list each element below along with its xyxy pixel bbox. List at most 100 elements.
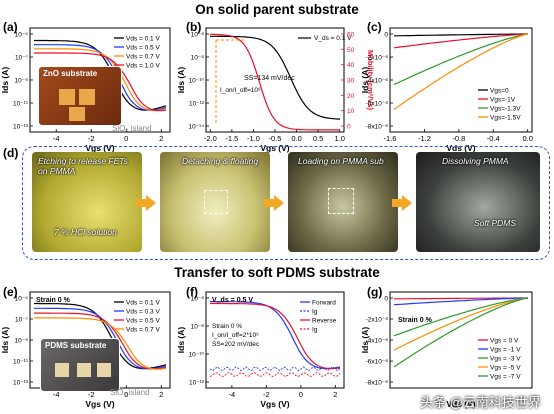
zno-substrate-photo: ZnO substrate	[38, 66, 122, 126]
detaching-caption: Detaching & floating	[182, 156, 259, 166]
legend-label-g: Vgs = -1 V	[490, 347, 521, 354]
dissolving-caption: Dissolving PMMA	[442, 156, 509, 166]
y2-tick-label-b: 0	[347, 124, 351, 131]
y-tick-label-a: 10⁻⁹	[15, 78, 29, 85]
legend-label-f: Ig	[312, 309, 318, 316]
x-tick-label-c: -1.2	[418, 134, 431, 143]
x-tick-label-f: 0	[299, 390, 303, 399]
x-tick-label-b: -1.0	[247, 134, 260, 143]
legend-label-g: Vgs = 0 V	[490, 338, 519, 345]
forward-curve-f	[210, 301, 341, 370]
series-line-c-0	[394, 33, 528, 37]
legend-label-b: V_ds = 0.1 V	[314, 35, 352, 42]
process-flow-box	[22, 146, 550, 260]
y-tick-label-b: 10⁻¹²	[189, 101, 205, 108]
annotation-f: Strain 0 %	[212, 323, 242, 330]
x-tick-label-b: -2.0	[204, 134, 217, 143]
y-tick-label-g: -6x10⁻⁶	[366, 359, 389, 366]
legend-label-c: Vgs=0	[490, 88, 509, 95]
chip-square	[79, 89, 95, 105]
x-axis-label-f: Vgs (V)	[260, 399, 289, 409]
flow-arrow-2	[264, 195, 284, 211]
y-axis-label-b: Ids (A)	[176, 67, 186, 94]
panel-label-d: (d)	[3, 146, 19, 160]
x-tick-label-f: -2	[263, 390, 270, 399]
y-tick-label-f: 10⁻¹²	[189, 380, 205, 387]
panel-label-a: (a)	[3, 20, 18, 34]
y-tick-label-a: 10⁻⁷	[15, 55, 29, 62]
y2-tick-label-b: 40	[347, 62, 355, 69]
y-tick-label-f: 10⁻⁶	[191, 296, 205, 303]
panel-label-f: (f)	[186, 285, 198, 299]
y-tick-label-c: -6x10⁻⁶	[366, 101, 389, 108]
annotation-b: SS=134 mV/dec	[244, 75, 295, 82]
loading-caption: Loading on PMMA sub	[298, 156, 384, 166]
strain-note-g: Strain 0 %	[398, 317, 433, 324]
series-line-e-3	[34, 317, 167, 370]
strain-note-e: Strain 0 %	[36, 297, 71, 304]
y-axis-label-e: Ids (A)	[0, 327, 10, 354]
flow-arrow-3	[392, 195, 412, 211]
etching-caption: Etching to release FETs on PMMA	[38, 156, 128, 176]
ig-reverse-f	[209, 372, 341, 378]
x-tick-label-e: 2	[159, 390, 163, 399]
legend-label-c: Vgs=-1.5V	[490, 115, 521, 122]
pdms-substrate-photo: PDMS substrate	[40, 338, 120, 392]
y-tick-label-f: 10⁻¹⁰	[189, 352, 205, 359]
y2-tick-label-b: 60	[347, 32, 355, 39]
y-tick-label-a: 10⁻⁵	[15, 32, 29, 39]
annotation-b: I_on/I_off=10⁶	[220, 87, 261, 94]
x-tick-label-b: 0.0	[291, 134, 301, 143]
x-tick-label-c: -0.4	[487, 134, 500, 143]
x-tick-label-a: 2	[159, 134, 163, 143]
legend-label-f: Reverse	[312, 318, 337, 325]
series-line-a-1	[34, 44, 167, 111]
y2-tick-label-b: 50	[347, 47, 355, 54]
flow-arrow-1	[136, 195, 156, 211]
y-tick-label-e: 10⁻⁵	[15, 296, 29, 303]
x-tick-label-c: 0.0	[522, 134, 532, 143]
y-tick-label-c: -4x10⁻⁶	[366, 78, 389, 85]
x-tick-label-b: 1.0	[334, 134, 344, 143]
series-line-c-2	[393, 33, 529, 86]
x-axis-label-a: Vgs (V)	[85, 143, 114, 153]
annotation-f: SS=202 mV/dec	[212, 341, 260, 348]
y-tick-label-g: -2x10⁻⁶	[366, 317, 389, 324]
series-line-e-2	[34, 312, 167, 370]
y-tick-label-g: 0	[384, 296, 388, 303]
y-tick-label-b: 10⁻¹⁴	[188, 124, 204, 131]
x-axis-label-g: Vds (V)	[446, 399, 475, 409]
panel-label-b: (b)	[186, 20, 202, 34]
hcl-solution-label: 7 % HCl solution	[54, 227, 117, 237]
y2-axis-label-b: Mobility (cm²/Vs)	[366, 50, 375, 111]
legend-label-f: Ig	[312, 327, 318, 334]
ig-forward-f	[209, 366, 341, 372]
x-tick-label-c: -1.6	[384, 134, 397, 143]
chip-square	[59, 89, 75, 105]
legend-label-a: Vds = 0.1 V	[126, 36, 160, 43]
y-tick-label-a: 10⁻¹³	[13, 124, 29, 131]
y2-tick-label-b: 30	[347, 78, 355, 85]
y-tick-label-e: 10⁻⁹	[15, 338, 29, 345]
plot-frame-f	[205, 291, 345, 389]
series-line-g-2	[393, 297, 529, 337]
mobility-curve-b	[209, 33, 340, 131]
x-tick-label-f: -4	[229, 390, 236, 399]
highlight-box	[204, 190, 228, 214]
y-tick-label-g: -8x10⁻⁶	[366, 380, 389, 387]
chip-square	[69, 107, 85, 121]
series-line-g-4	[393, 297, 529, 368]
sio2-island-label-a: SiO₂ island	[112, 124, 152, 133]
x-tick-label-b: -1.5	[225, 134, 238, 143]
panel-label-g: (g)	[367, 285, 383, 299]
legend-label-g: Vgs = -3 V	[490, 356, 521, 363]
legend-label-e: Vds = 0.3 V	[126, 309, 160, 316]
y-tick-label-e: 10⁻¹³	[13, 380, 29, 387]
top-section-title: On solid parent substrate	[195, 2, 359, 17]
y-tick-label-g: -4x10⁻⁶	[366, 338, 389, 345]
series-line-c-1	[393, 33, 529, 49]
y-tick-label-e: 10⁻⁷	[15, 317, 29, 324]
legend-label-c: Vgs=-1.3V	[490, 106, 521, 113]
x-tick-label-e: 0	[124, 390, 128, 399]
